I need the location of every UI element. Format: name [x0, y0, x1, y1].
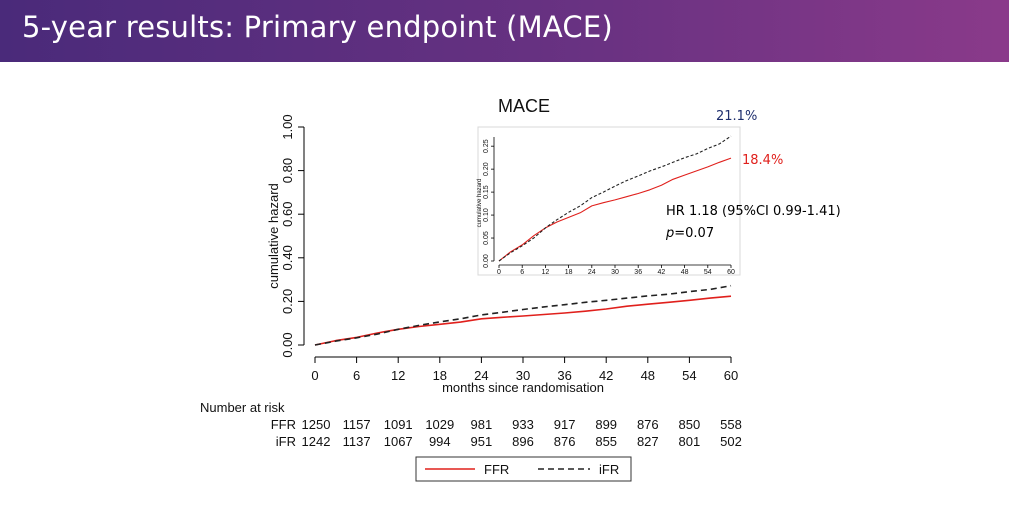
risk-cell: 917	[554, 417, 576, 432]
slide-title: 5-year results: Primary endpoint (MACE)	[22, 10, 613, 44]
y-tick-label: 0.60	[280, 202, 295, 227]
risk-cell: 1242	[302, 434, 331, 449]
risk-cell: 994	[429, 434, 451, 449]
x-tick-label: 24	[474, 368, 488, 383]
risk-cell: 899	[595, 417, 617, 432]
risk-row-label: FFR	[271, 417, 296, 432]
p-symbol: p	[666, 226, 675, 241]
y-tick-label: 0.80	[280, 158, 295, 183]
inset-y-tick-label: 0.15	[483, 185, 490, 199]
chart-title: MACE	[498, 96, 550, 116]
y-tick-label: 0.00	[280, 332, 295, 357]
risk-cell: 876	[554, 434, 576, 449]
x-tick-label: 54	[682, 368, 696, 383]
inset-series-ifr-line	[498, 135, 732, 262]
inset-series-ffr-line	[498, 157, 732, 262]
risk-cell: 933	[512, 417, 534, 432]
legend-ffr-label: FFR	[484, 462, 509, 477]
risk-cell: 801	[679, 434, 701, 449]
risk-cell: 1137	[343, 434, 371, 449]
p-value-label: p=0.07	[666, 226, 714, 241]
x-tick-label: 42	[599, 368, 613, 383]
legend-box	[415, 456, 632, 482]
risk-table-title: Number at risk	[200, 400, 285, 415]
main-series-ffr-line	[314, 295, 732, 346]
inset-x-tick-label: 60	[727, 269, 735, 276]
inset-x-tick-label: 54	[704, 269, 712, 276]
x-tick-label: 6	[353, 368, 360, 383]
x-tick-label: 60	[724, 368, 738, 383]
risk-cell: 896	[512, 434, 534, 449]
risk-row-label: iFR	[276, 434, 296, 449]
title-banner: 5-year results: Primary endpoint (MACE)	[0, 0, 1009, 62]
risk-cell: 850	[679, 417, 701, 432]
inset-x-tick-label: 30	[611, 269, 619, 276]
inset-x-tick-label: 6	[520, 269, 524, 276]
risk-cell: 855	[595, 434, 617, 449]
inset-y-axis-label: cumulative hazard	[477, 179, 483, 228]
main-plot: 0.00 0.20 0.40 0.60 0.80 1.00 0 6 12 18 24 30 36 42 48…	[266, 114, 738, 395]
y-axis-label: cumulative hazard	[266, 183, 281, 289]
inset-x-tick-label: 0	[497, 269, 501, 276]
y-tick-label: 0.40	[280, 245, 295, 270]
inset-plot: 0.00 0.05 0.10 0.15 0.20 0.25 0 6 12 18 24 30 36 42 48…	[477, 126, 741, 276]
risk-cell: 558	[720, 417, 742, 432]
x-tick-label: 12	[391, 368, 405, 383]
inset-y-tick-label: 0.00	[483, 254, 490, 268]
inset-x-tick-label: 48	[681, 269, 689, 276]
inset-x-tick-label: 36	[634, 269, 642, 276]
hazard-ratio-label: HR 1.18 (95%CI 0.99-1.41)	[666, 204, 841, 219]
main-series-ifr-line	[314, 284, 732, 346]
risk-cell: 876	[637, 417, 659, 432]
ffr-percent-label: 18.4%	[742, 153, 784, 168]
risk-cell: 1091	[384, 417, 413, 432]
inset-x-tick-label: 18	[565, 269, 573, 276]
x-tick-label: 48	[641, 368, 655, 383]
x-axis-label: months since randomisation	[442, 380, 604, 395]
risk-cell: 1250	[302, 417, 331, 432]
x-tick-label: 0	[311, 368, 318, 383]
x-tick-label: 36	[557, 368, 571, 383]
risk-cell: 827	[637, 434, 659, 449]
ifr-percent-label: 21.1%	[716, 109, 758, 124]
inset-y-tick-label: 0.10	[483, 208, 490, 222]
risk-cell: 1157	[343, 417, 371, 432]
x-tick-label: 18	[433, 368, 447, 383]
risk-cell: 1029	[425, 417, 454, 432]
risk-cell: 951	[471, 434, 493, 449]
x-tick-label: 30	[516, 368, 530, 383]
risk-cell: 981	[471, 417, 493, 432]
inset-x-tick-label: 24	[588, 269, 596, 276]
risk-table: Number at risk FFR 1250 1157 1091 1029 981 933 9…	[200, 400, 742, 449]
legend-ifr-label: iFR	[599, 462, 619, 477]
legend: FFR iFR	[415, 456, 632, 482]
p-value: =0.07	[674, 226, 715, 241]
y-tick-label: 1.00	[280, 114, 295, 139]
risk-cell: 1067	[384, 434, 413, 449]
inset-x-tick-label: 12	[542, 269, 550, 276]
risk-cell: 502	[720, 434, 742, 449]
inset-x-tick-label: 42	[658, 269, 666, 276]
inset-y-tick-label: 0.20	[483, 162, 490, 176]
y-tick-label: 0.20	[280, 289, 295, 314]
inset-y-tick-label: 0.25	[483, 139, 490, 153]
inset-y-tick-label: 0.05	[483, 231, 490, 245]
